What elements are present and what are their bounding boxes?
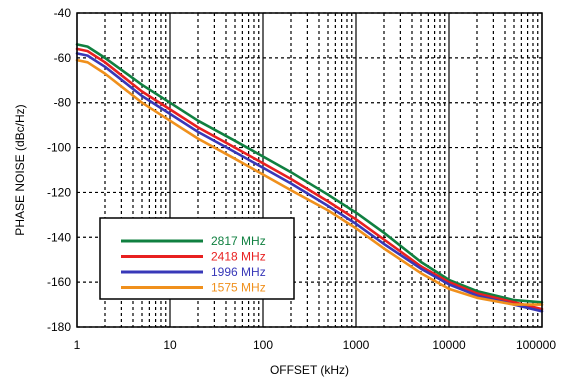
x-tick-label: 1000 (343, 338, 370, 352)
y-axis-label: PHASE NOISE (dBc/Hz) (13, 104, 27, 235)
x-tick-label: 100000 (516, 338, 556, 352)
y-tick-label: -40 (54, 6, 72, 20)
y-tick-label: -140 (47, 230, 71, 244)
y-tick-label: -120 (47, 185, 71, 199)
legend-box (99, 217, 295, 300)
x-tick-label: 100 (253, 338, 273, 352)
series-lines (75, 43, 544, 313)
x-tick-label: 10000 (432, 338, 466, 352)
series-line (75, 58, 544, 306)
x-axis-label: OFFSET (kHz) (270, 363, 349, 377)
y-tick-label: -60 (54, 51, 72, 65)
y-tick-label: -80 (54, 96, 72, 110)
y-tick-labels: -180 -160 -140 -120 -100 -80 -60 -40 (47, 6, 71, 334)
plot-frame (76, 12, 543, 328)
x-tick-label: 1 (74, 338, 81, 352)
x-tick-label: 10 (163, 338, 177, 352)
legend-label: 1575 MHz (211, 281, 266, 295)
series-line (75, 43, 544, 304)
series-line (75, 47, 544, 311)
series-line (75, 52, 544, 313)
legend-label: 2817 MHz (211, 234, 266, 248)
legend-label: 1996 MHz (211, 265, 266, 279)
legend-label: 2418 MHz (211, 250, 266, 264)
x-tick-labels: 1 10 100 1000 10000 100000 (74, 338, 557, 352)
y-tick-label: -180 (47, 320, 71, 334)
y-tick-label: -160 (47, 275, 71, 289)
y-tick-label: -100 (47, 141, 71, 155)
